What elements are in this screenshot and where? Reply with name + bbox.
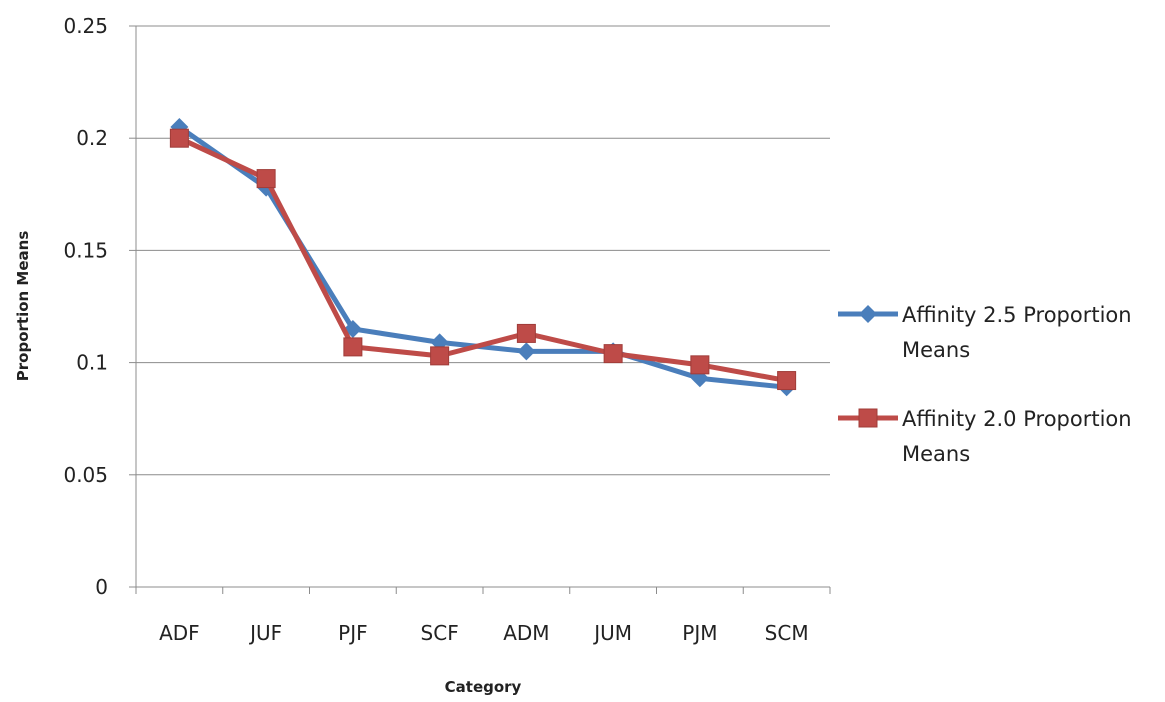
data-series	[169, 117, 797, 397]
y-tick-label: 0.1	[76, 351, 108, 375]
data-point	[169, 128, 189, 148]
y-tick-labels: 0 0.05 0.1 0.15 0.2 0.25	[63, 14, 108, 599]
y-tick-label: 0.2	[76, 126, 108, 150]
data-point	[256, 169, 276, 189]
data-point	[777, 371, 797, 391]
legend-label: Affinity 2.5 Proportion	[902, 303, 1132, 327]
x-tick-label: JUF	[248, 621, 282, 645]
x-tick-label: PJF	[338, 621, 367, 645]
data-point	[343, 337, 363, 357]
legend-label: Affinity 2.0 Proportion	[902, 407, 1132, 431]
series-line	[178, 135, 788, 384]
axes	[129, 25, 831, 594]
series-line	[177, 124, 787, 390]
x-tick-label: ADF	[159, 621, 200, 645]
y-tick-label: 0.25	[63, 14, 108, 38]
data-point	[603, 344, 623, 364]
x-axis-title: Category	[445, 678, 522, 696]
x-tick-label: SCF	[421, 621, 459, 645]
data-point	[517, 342, 536, 361]
x-tick-label: ADM	[503, 621, 549, 645]
data-point	[690, 355, 710, 375]
x-tick-label: PJM	[682, 621, 717, 645]
x-tick-labels: ADF JUF PJF SCF ADM JUM PJM SCM	[159, 621, 809, 645]
y-axis-title: Proportion Means	[14, 231, 32, 382]
legend-label: Means	[902, 442, 970, 466]
x-tick-label: JUM	[592, 621, 632, 645]
x-tick-label: SCM	[765, 621, 809, 645]
legend-label: Means	[902, 338, 970, 362]
legend-item-1: Affinity 2.5 Proportion Means	[838, 303, 1132, 362]
data-point	[430, 346, 450, 366]
y-tick-label: 0	[95, 575, 108, 599]
legend-marker	[858, 408, 878, 428]
series-1	[170, 117, 796, 397]
y-tick-label: 0.05	[63, 463, 108, 487]
y-tick-label: 0.15	[63, 238, 108, 262]
legend-marker	[859, 305, 877, 323]
legend-item-2: Affinity 2.0 Proportion Means	[838, 407, 1132, 466]
series-2	[169, 128, 797, 391]
gridlines	[136, 25, 830, 476]
data-point	[516, 323, 536, 343]
